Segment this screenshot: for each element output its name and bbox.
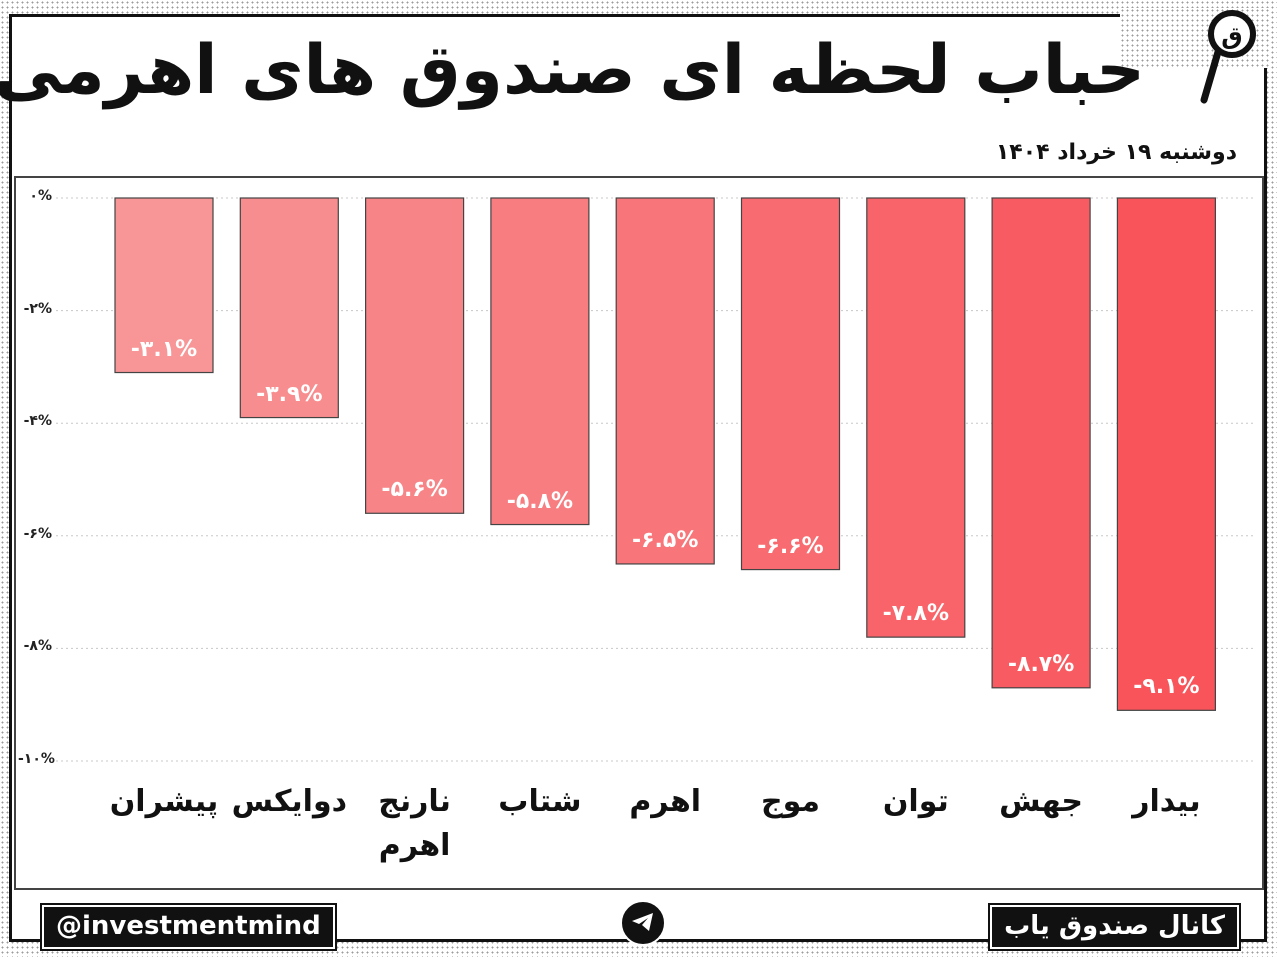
x-category-label: پیشران — [109, 784, 219, 819]
y-tick-label: -۲% — [23, 300, 52, 317]
channel-name-badge: کانال صندوق یاب — [988, 903, 1241, 951]
svg-text:ق: ق — [1221, 22, 1242, 50]
y-tick-label: -۴% — [23, 413, 52, 430]
page-title: حباب لحظه ای صندوق های اهرمی — [0, 31, 1145, 110]
y-tick-label: -۶% — [23, 525, 52, 542]
x-category-label: موج — [760, 784, 820, 819]
instagram-handle: @investmentmind — [40, 903, 337, 951]
bar-value-label: -۸.۷% — [1007, 651, 1075, 677]
x-category-label: نارنج اهرم — [378, 784, 451, 863]
magnifier-logo-icon: ق — [1196, 8, 1260, 108]
bar — [866, 197, 966, 638]
bar-value-label: -۷.۸% — [882, 601, 949, 627]
bar-value-label: -۳.۹% — [256, 381, 323, 407]
bar-value-label: -۶.۵% — [631, 527, 699, 553]
bar — [740, 197, 841, 571]
bar-value-label: -۵.۶% — [381, 477, 448, 503]
x-category-label: دوایکس — [231, 784, 348, 819]
bar — [615, 197, 715, 565]
bar — [1116, 197, 1217, 711]
bar — [239, 197, 339, 419]
x-category-label: بیدار — [1132, 784, 1201, 819]
bar-value-label: -۳.۱% — [130, 336, 198, 362]
bar-value-label: -۵.۸% — [506, 488, 574, 514]
y-tick-label: ۰% — [29, 188, 52, 204]
date-subtitle: دوشنبه ۱۹ خرداد ۱۴۰۴ — [995, 140, 1237, 165]
y-tick-label: -۸% — [23, 638, 52, 655]
bar-value-label: -۶.۶% — [757, 533, 824, 559]
plot-area: ۰% -۲% -۴% -۶% -۸% -۱۰% -۳.۱% پیشران -۳.۹% دوایکس… — [14, 176, 1264, 890]
y-tick-label: -۱۰% — [18, 751, 55, 767]
x-category-label: اهرم — [629, 784, 702, 819]
bar — [365, 197, 465, 514]
bar — [114, 197, 214, 374]
bar-chart — [56, 197, 1254, 762]
x-category-label: شتاب — [498, 784, 582, 819]
bar — [991, 197, 1091, 689]
x-category-label: جهش — [999, 784, 1084, 819]
bar — [490, 197, 590, 526]
telegram-icon[interactable] — [620, 900, 666, 946]
bar-value-label: -۹.۱% — [1133, 674, 1200, 700]
x-category-label: توان — [882, 784, 949, 819]
